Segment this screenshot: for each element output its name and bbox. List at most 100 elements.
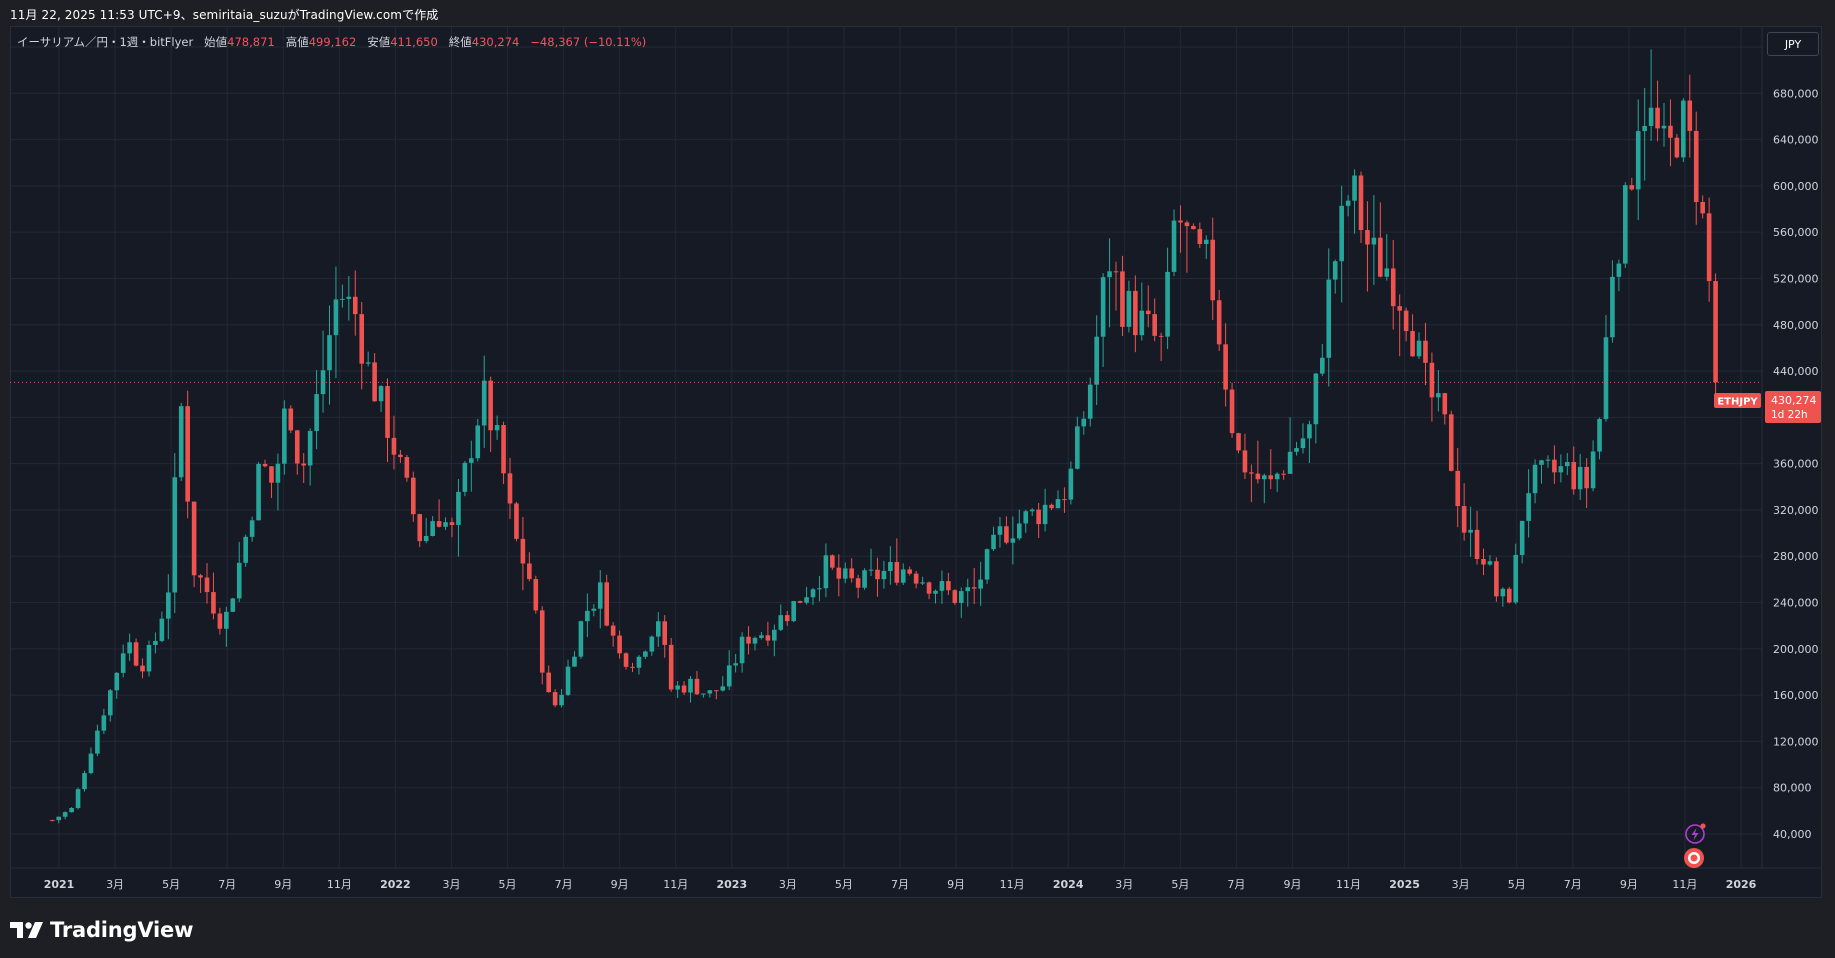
candle — [320, 330, 326, 413]
candle — [946, 572, 951, 596]
candle — [1087, 377, 1093, 427]
candle — [759, 631, 764, 640]
candle — [1216, 289, 1222, 351]
candle — [1339, 185, 1344, 303]
candle — [894, 538, 900, 586]
time-tick-label: 3月 — [442, 878, 460, 891]
candle — [372, 353, 377, 402]
currency-button[interactable]: JPY — [1767, 32, 1819, 56]
candle — [1584, 458, 1589, 509]
time-tick-label: 9月 — [274, 878, 292, 891]
time-tick-label: 2022 — [380, 878, 411, 891]
snapshot-caption: 11月 22, 2025 11:53 UTC+9、semiritaia_suzu… — [10, 8, 439, 22]
candle — [610, 622, 616, 647]
candle — [385, 378, 390, 463]
time-tick-label: 11月 — [1672, 878, 1697, 891]
candle — [365, 351, 371, 367]
candle — [1152, 298, 1157, 342]
record-icon[interactable] — [1684, 848, 1704, 868]
candle — [933, 589, 938, 604]
candle — [1010, 516, 1016, 565]
candle — [1358, 171, 1364, 244]
candlestick-series — [49, 49, 1718, 824]
time-tick-label: 7月 — [555, 878, 573, 891]
candle — [739, 632, 745, 673]
brand-name: TradingView — [50, 918, 194, 942]
candle — [1332, 259, 1338, 294]
candle — [1384, 234, 1390, 281]
open-value: 478,871 — [227, 35, 275, 49]
time-tick-label: 7月 — [218, 878, 236, 891]
price-tick-label: 520,000 — [1773, 272, 1819, 285]
candle — [752, 636, 758, 651]
candle — [1126, 280, 1132, 333]
candle — [378, 385, 384, 412]
price-tick-label: 80,000 — [1773, 782, 1812, 795]
time-tick-label: 7月 — [1564, 878, 1582, 891]
candle — [1403, 307, 1409, 342]
price-tick-label: 680,000 — [1773, 87, 1819, 100]
candle — [1113, 261, 1119, 311]
candle — [1107, 238, 1112, 328]
candle — [849, 558, 854, 583]
last-price-tag: ETHJPY 430,274 1d 22h — [1714, 391, 1821, 423]
candle — [675, 681, 680, 698]
candle — [952, 589, 958, 605]
candle — [107, 689, 113, 722]
candle — [507, 457, 513, 519]
candle — [282, 400, 287, 475]
candle — [211, 572, 216, 620]
candle — [275, 453, 281, 511]
candle — [1635, 99, 1641, 221]
candle — [1610, 260, 1615, 343]
candle — [198, 573, 203, 593]
candle — [1145, 285, 1151, 328]
candle — [127, 633, 132, 661]
candle — [1590, 440, 1596, 492]
candle — [746, 626, 751, 655]
candle — [417, 513, 423, 548]
grid-lines — [11, 27, 1762, 868]
time-tick-label: 3月 — [1452, 878, 1470, 891]
candle — [314, 369, 319, 450]
candle — [881, 560, 887, 589]
candle — [153, 632, 158, 654]
candle — [585, 593, 590, 637]
candle — [249, 516, 255, 542]
candle — [294, 429, 300, 475]
candle — [1429, 352, 1435, 422]
candle — [1494, 557, 1499, 602]
candle — [591, 604, 597, 617]
alert-lightning-icon[interactable] — [1685, 823, 1706, 844]
candle — [224, 606, 229, 647]
candle — [1506, 586, 1512, 604]
symbol-title[interactable]: イーサリアム／円・1週・bitFlyer — [17, 35, 194, 49]
candle — [340, 284, 345, 308]
candle — [655, 612, 661, 647]
candle — [443, 517, 448, 531]
footer-brand[interactable]: TradingView — [10, 918, 193, 942]
candle — [1171, 209, 1177, 277]
candle — [900, 563, 906, 586]
price-tick-label: 40,000 — [1773, 828, 1812, 841]
candle — [1668, 99, 1673, 167]
candle — [733, 653, 738, 673]
candle — [520, 517, 526, 591]
candle — [1365, 201, 1370, 292]
candle — [1436, 369, 1441, 412]
candle — [965, 578, 971, 607]
candle — [172, 453, 178, 614]
time-axis[interactable]: 2021 3月 5月 7月 9月 11月 2022 3月 5月 7月 9月 11月 2023 3月 5月 7月… — [44, 878, 1757, 891]
candle — [95, 724, 100, 757]
candle — [204, 563, 210, 604]
time-tick-label: 7月 — [891, 878, 909, 891]
price-tick-label: 160,000 — [1773, 689, 1819, 702]
candle — [262, 459, 268, 468]
price-axis[interactable]: 40,000 80,000 120,000 160,000 200,000 240,000… — [1773, 41, 1819, 841]
candle — [159, 611, 165, 643]
candle — [797, 600, 803, 604]
candle — [514, 501, 519, 542]
candle — [604, 574, 610, 627]
high-label: 高値 — [285, 35, 309, 49]
